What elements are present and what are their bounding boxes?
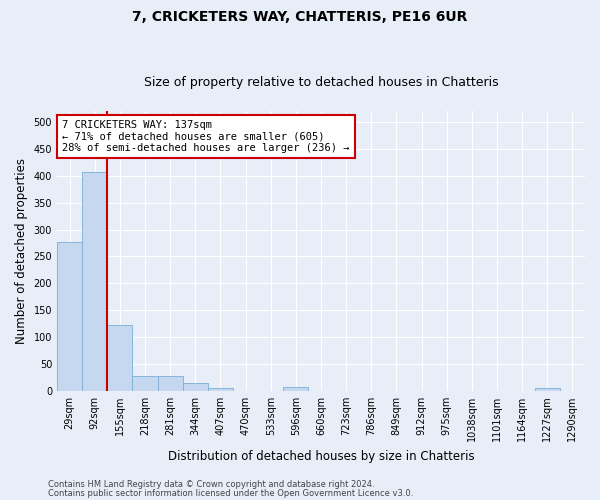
Text: 7 CRICKETERS WAY: 137sqm
← 71% of detached houses are smaller (605)
28% of semi-: 7 CRICKETERS WAY: 137sqm ← 71% of detach… [62, 120, 350, 153]
Bar [82, 172, 107, 390]
X-axis label: Distribution of detached houses by size in Chatteris: Distribution of detached houses by size … [168, 450, 475, 462]
Text: Contains HM Land Registry data © Crown copyright and database right 2024.: Contains HM Land Registry data © Crown c… [48, 480, 374, 489]
Bar [107, 325, 133, 390]
Text: 7, CRICKETERS WAY, CHATTERIS, PE16 6UR: 7, CRICKETERS WAY, CHATTERIS, PE16 6UR [133, 10, 467, 24]
Bar [133, 376, 158, 390]
Bar [283, 388, 308, 390]
Y-axis label: Number of detached properties: Number of detached properties [15, 158, 28, 344]
Bar [158, 376, 183, 390]
Text: Contains public sector information licensed under the Open Government Licence v3: Contains public sector information licen… [48, 488, 413, 498]
Bar [57, 242, 82, 390]
Title: Size of property relative to detached houses in Chatteris: Size of property relative to detached ho… [144, 76, 499, 90]
Bar [535, 388, 560, 390]
Bar [183, 382, 208, 390]
Bar [208, 388, 233, 390]
